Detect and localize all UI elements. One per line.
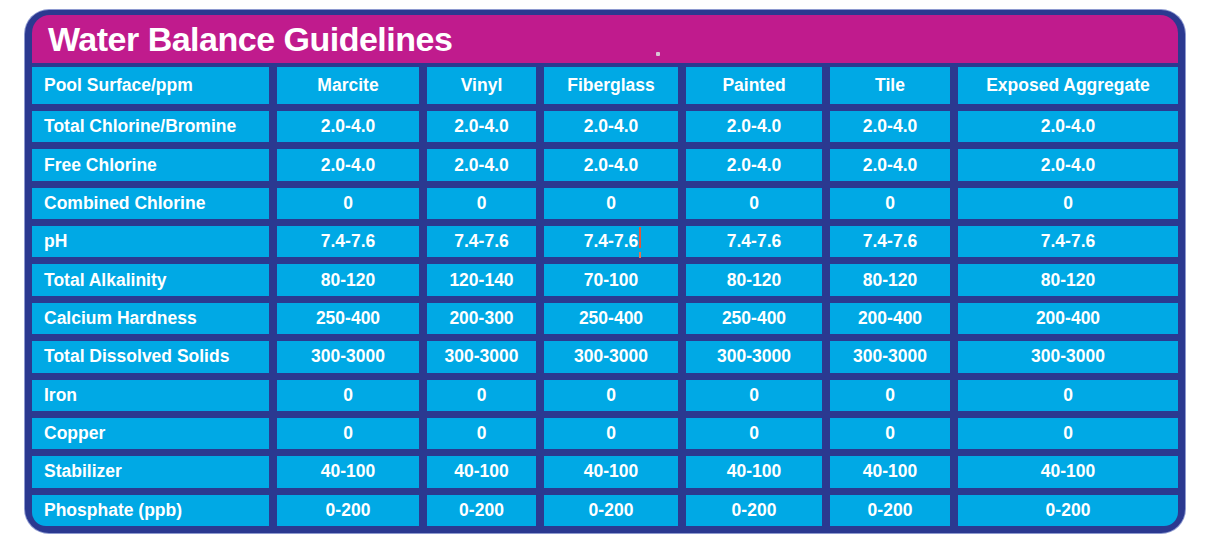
value-cell: 0-200 — [427, 495, 536, 526]
value-cell: 300-3000 — [958, 341, 1178, 372]
value-cell: 0 — [544, 418, 678, 449]
row-label-cell: pH — [32, 226, 269, 257]
value-cell: 7.4-7.6 — [830, 226, 950, 257]
header-cell-0: Pool Surface/ppm — [32, 67, 269, 104]
row-label-cell: Combined Chlorine — [32, 188, 269, 219]
value-cell: 2.0-4.0 — [544, 111, 678, 142]
value-cell: 300-3000 — [830, 341, 950, 372]
value-cell: 0 — [277, 188, 419, 219]
value-cell: 2.0-4.0 — [686, 149, 822, 180]
row-label-cell: Total Dissolved Solids — [32, 341, 269, 372]
value-cell: 300-3000 — [544, 341, 678, 372]
value-cell: 40-100 — [958, 456, 1178, 487]
page-title: Water Balance Guidelines — [48, 20, 452, 59]
value-cell: 80-120 — [277, 264, 419, 295]
value-cell: 0-200 — [686, 495, 822, 526]
value-cell: 0 — [544, 188, 678, 219]
value-cell: 0 — [686, 418, 822, 449]
value-cell: 2.0-4.0 — [277, 111, 419, 142]
value-cell: 2.0-4.0 — [686, 111, 822, 142]
value-cell: 0 — [427, 188, 536, 219]
value-cell: 300-3000 — [427, 341, 536, 372]
value-cell: 2.0-4.0 — [958, 149, 1178, 180]
title-band: Water Balance Guidelines — [32, 15, 1178, 63]
value-cell: 0 — [277, 380, 419, 411]
header-cell-4: Painted — [686, 67, 822, 104]
value-cell: 40-100 — [427, 456, 536, 487]
value-cell: 0 — [958, 188, 1178, 219]
value-cell: 2.0-4.0 — [427, 149, 536, 180]
value-cell: 7.4-7.6 — [427, 226, 536, 257]
value-cell: 200-400 — [830, 303, 950, 334]
page: Water Balance Guidelines Pool Surface/pp… — [0, 0, 1215, 544]
value-cell: 0 — [544, 380, 678, 411]
value-cell: 0-200 — [958, 495, 1178, 526]
value-cell: 7.4-7.6 — [544, 226, 678, 257]
stray-dot — [656, 52, 660, 56]
value-cell: 2.0-4.0 — [958, 111, 1178, 142]
row-label-cell: Free Chlorine — [32, 149, 269, 180]
value-cell: 200-400 — [958, 303, 1178, 334]
value-cell: 2.0-4.0 — [830, 111, 950, 142]
value-cell: 40-100 — [544, 456, 678, 487]
value-cell: 40-100 — [830, 456, 950, 487]
text-cursor-tail — [639, 252, 641, 258]
value-cell: 0-200 — [277, 495, 419, 526]
value-cell: 70-100 — [544, 264, 678, 295]
value-cell: 300-3000 — [686, 341, 822, 372]
value-cell: 0 — [830, 418, 950, 449]
value-cell: 120-140 — [427, 264, 536, 295]
header-cell-5: Tile — [830, 67, 950, 104]
value-cell: 0 — [958, 418, 1178, 449]
header-cell-6: Exposed Aggregate — [958, 67, 1178, 104]
value-cell: 2.0-4.0 — [544, 149, 678, 180]
value-cell: 0 — [958, 380, 1178, 411]
value-cell: 40-100 — [277, 456, 419, 487]
value-cell: 0-200 — [544, 495, 678, 526]
value-cell: 80-120 — [958, 264, 1178, 295]
row-label-cell: Iron — [32, 380, 269, 411]
value-cell: 80-120 — [686, 264, 822, 295]
header-cell-2: Vinyl — [427, 67, 536, 104]
value-cell: 0-200 — [830, 495, 950, 526]
row-label-cell: Total Alkalinity — [32, 264, 269, 295]
water-balance-card: Water Balance Guidelines Pool Surface/pp… — [25, 10, 1185, 533]
row-label-cell: Copper — [32, 418, 269, 449]
value-cell: 0 — [686, 380, 822, 411]
value-cell: 2.0-4.0 — [277, 149, 419, 180]
value-cell: 0 — [686, 188, 822, 219]
value-cell: 250-400 — [686, 303, 822, 334]
row-label-cell: Stabilizer — [32, 456, 269, 487]
row-label-cell: Calcium Hardness — [32, 303, 269, 334]
value-cell: 7.4-7.6 — [958, 226, 1178, 257]
value-cell: 80-120 — [830, 264, 950, 295]
header-cell-1: Marcite — [277, 67, 419, 104]
value-cell: 0 — [427, 418, 536, 449]
value-cell: 0 — [830, 380, 950, 411]
header-cell-3: Fiberglass — [544, 67, 678, 104]
value-cell: 250-400 — [544, 303, 678, 334]
value-cell: 0 — [277, 418, 419, 449]
value-cell: 2.0-4.0 — [830, 149, 950, 180]
value-cell: 250-400 — [277, 303, 419, 334]
text-cursor — [639, 227, 641, 248]
value-cell: 0 — [830, 188, 950, 219]
row-label-cell: Phosphate (ppb) — [32, 495, 269, 526]
value-cell: 40-100 — [686, 456, 822, 487]
value-cell: 7.4-7.6 — [277, 226, 419, 257]
guidelines-table: Pool Surface/ppmMarciteVinylFiberglassPa… — [32, 67, 1178, 526]
value-cell: 7.4-7.6 — [686, 226, 822, 257]
value-cell: 0 — [427, 380, 536, 411]
value-cell: 200-300 — [427, 303, 536, 334]
value-cell: 2.0-4.0 — [427, 111, 536, 142]
row-label-cell: Total Chlorine/Bromine — [32, 111, 269, 142]
value-cell: 300-3000 — [277, 341, 419, 372]
